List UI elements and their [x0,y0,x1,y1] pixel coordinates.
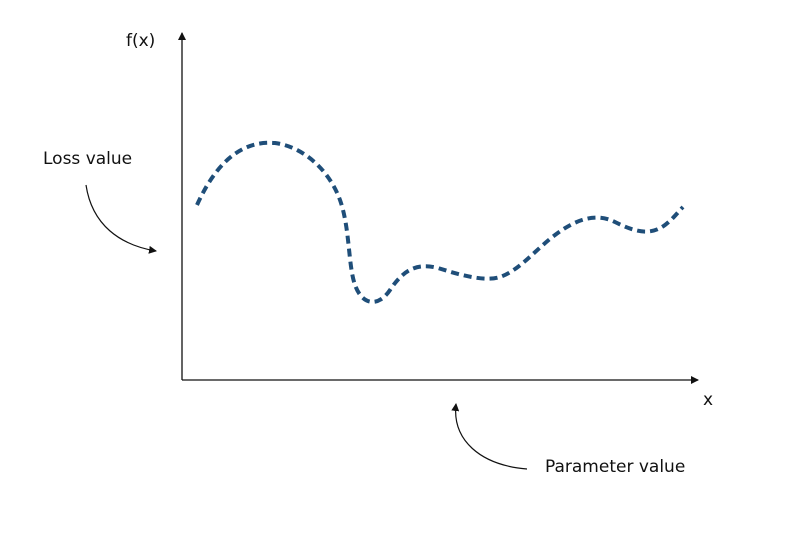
parameter-value-annotation: Parameter value [545,457,686,477]
loss-value-annotation: Loss value [43,149,133,169]
loss-curve [195,140,685,304]
parameter-annotation-arrow [451,403,528,470]
loss-annotation-arrow [85,184,157,254]
y-axis-label: f(x) [126,31,156,51]
x-axis-label: x [703,390,714,410]
